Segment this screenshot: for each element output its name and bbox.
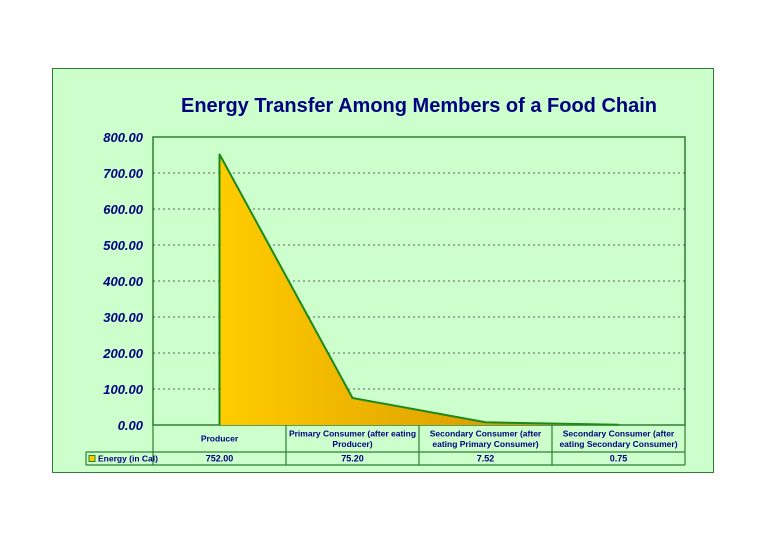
y-tick-label: 200.00 (102, 346, 144, 361)
x-tick-label: Primary Consumer (after eating Producer) (289, 428, 416, 449)
chart-svg: Energy Transfer Among Members of a Food … (85, 95, 686, 466)
y-tick-label: 300.00 (103, 310, 144, 325)
data-point (351, 397, 354, 399)
x-tick-label: Secondary Consumer (after eating Primary … (430, 428, 542, 449)
y-tick-label: 600.00 (103, 202, 144, 217)
data-label: 7.52 (477, 454, 495, 464)
data-point (218, 153, 221, 156)
chart-title: Energy Transfer Among Members of a Food … (181, 95, 657, 117)
chart-frame: Energy Transfer Among Members of a Food … (52, 68, 714, 473)
data-point (617, 423, 620, 426)
x-tick-label: Secondary Consumer (after eating Secondar… (559, 428, 677, 449)
plot-area: 0.00 100.00 200.00 300.00 400.00 500.00 600.00… (85, 130, 686, 466)
y-tick-label: 500.00 (103, 238, 144, 253)
area-line (218, 153, 619, 426)
data-label: 75.20 (341, 454, 364, 464)
y-tick-label: 100.00 (103, 382, 144, 397)
area-fill (219, 154, 619, 425)
data-label: 0.75 (610, 454, 628, 464)
data-label: 752.00 (206, 454, 234, 464)
y-tick-label: 700.00 (103, 166, 144, 181)
data-point (484, 421, 487, 424)
x-tick-label: Producer (201, 434, 239, 444)
y-tick-label: 800.00 (103, 130, 144, 145)
legend-entry: Energy (in Cal) (98, 454, 158, 464)
legend-key (88, 455, 96, 462)
y-tick-label: 0.00 (118, 418, 144, 433)
y-tick-label: 400.00 (102, 274, 144, 289)
